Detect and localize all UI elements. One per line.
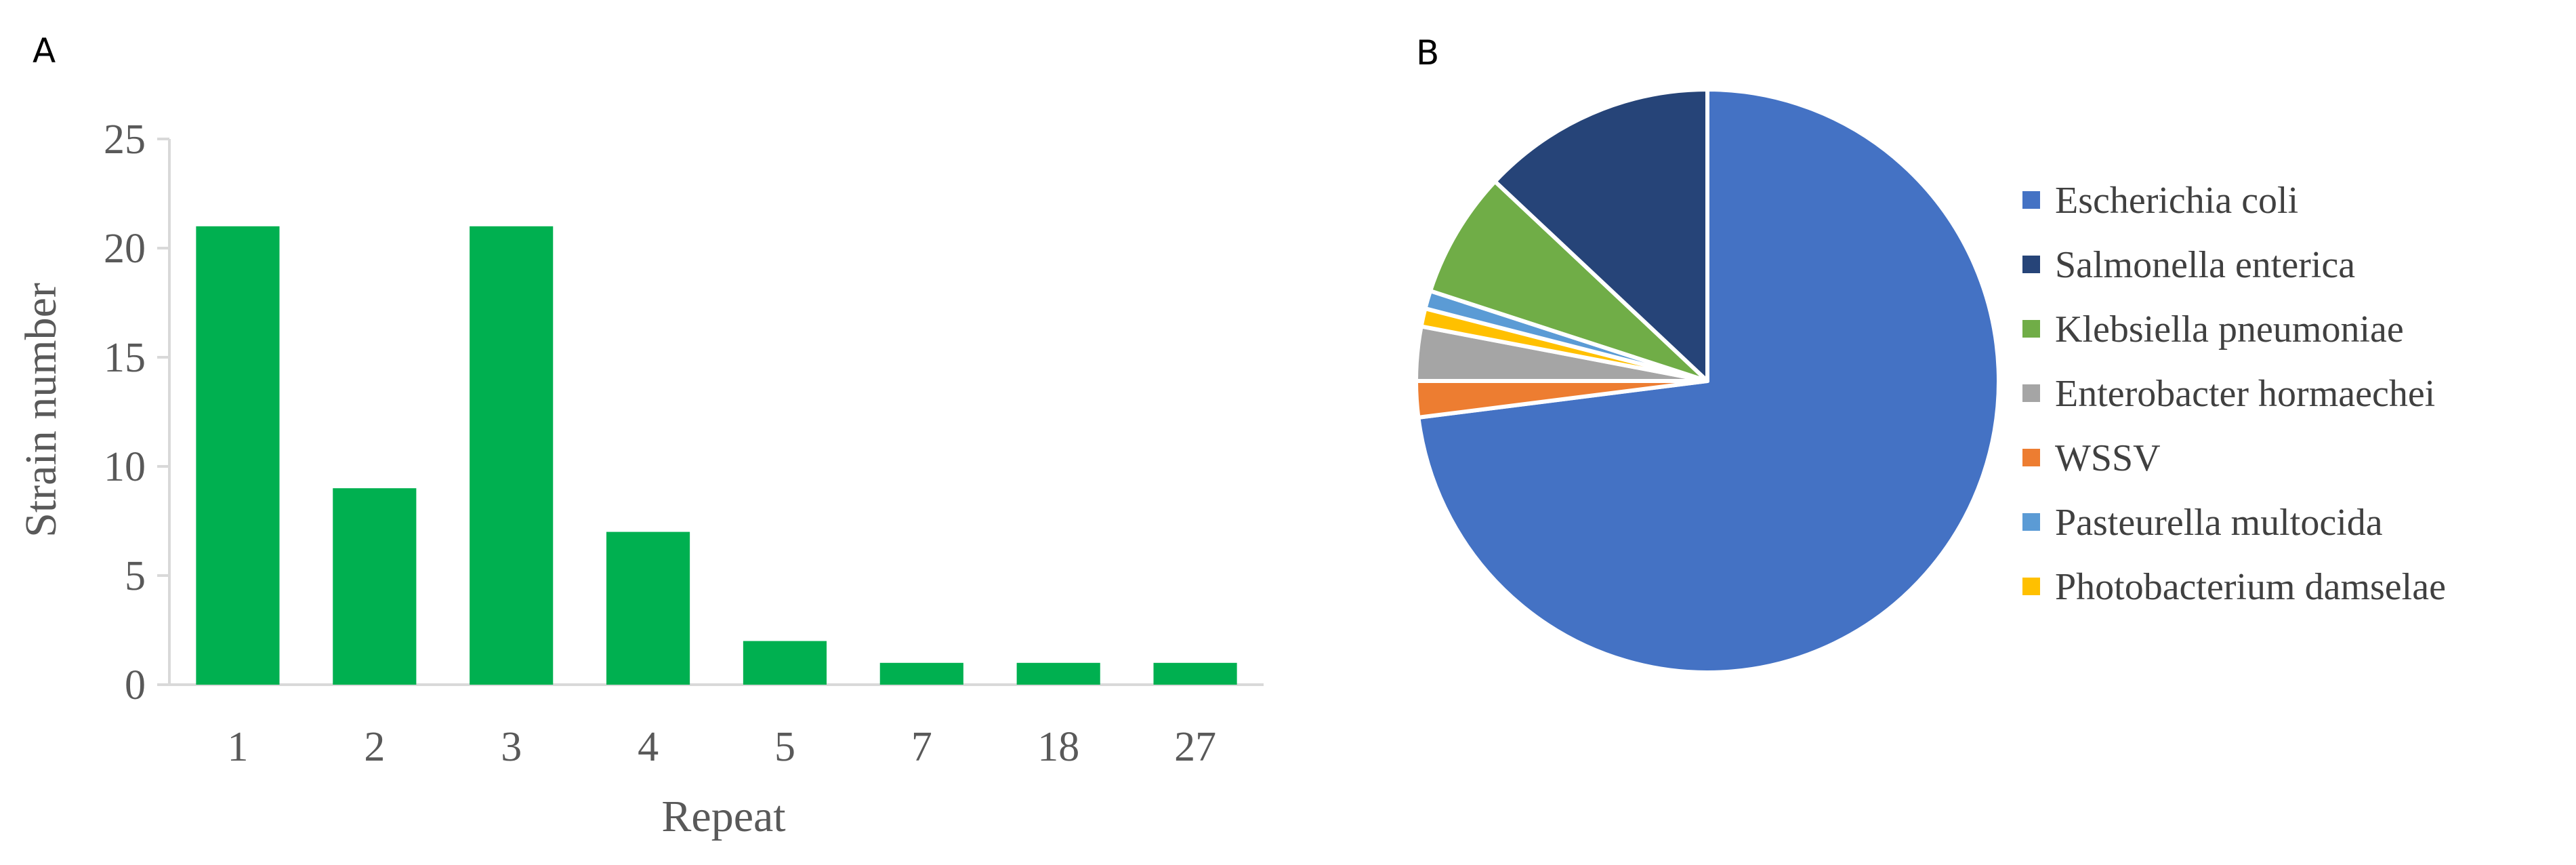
pie-chart-legend: Escherichia coli Salmonella enterica Klebs… <box>2022 180 2446 608</box>
x-tick-label: 27 <box>1174 724 1216 770</box>
panel-a-label: A <box>33 31 56 71</box>
bar <box>1153 662 1237 685</box>
x-tick-label: 18 <box>1037 724 1079 770</box>
legend-label: Escherichia coli <box>2055 180 2298 222</box>
bar-chart-x-ticks: 1 2 3 4 5 7 18 27 <box>227 724 1216 770</box>
legend-swatch <box>2022 449 2040 466</box>
legend-label: Enterobacter hormaechei <box>2055 373 2435 415</box>
y-tick-label: 0 <box>125 662 146 708</box>
legend-swatch <box>2022 320 2040 338</box>
x-tick-label: 2 <box>364 724 385 770</box>
legend-swatch <box>2022 513 2040 531</box>
bar <box>470 226 554 685</box>
panel-b-label: B <box>1416 33 1439 73</box>
bar <box>333 488 417 685</box>
x-tick-label: 1 <box>227 724 248 770</box>
legend-swatch <box>2022 191 2040 209</box>
y-tick-label: 10 <box>104 444 146 490</box>
bar <box>879 662 963 685</box>
x-tick-label: 5 <box>774 724 795 770</box>
x-tick-label: 3 <box>501 724 522 770</box>
bar-chart-panel: A 0 5 10 15 20 25 1 2 3 4 5 7 18 27 Repeat Strain nu… <box>16 31 1264 841</box>
bar <box>1016 662 1100 685</box>
pie-chart-slices <box>1414 87 2001 675</box>
y-tick-label: 15 <box>104 335 146 381</box>
x-axis-title: Repeat <box>661 792 785 841</box>
pie-chart-panel: B Escherichia coli Salmonella enterica Kle… <box>1414 33 2446 675</box>
legend-label: WSSV <box>2055 437 2161 479</box>
bar <box>606 531 690 685</box>
y-axis-title: Strain number <box>16 283 66 538</box>
bar <box>196 226 280 685</box>
legend-label: Klebsiella pneumoniae <box>2055 308 2404 350</box>
x-tick-label: 4 <box>638 724 659 770</box>
y-tick-label: 25 <box>104 117 146 163</box>
legend-label: Salmonella enterica <box>2055 244 2355 286</box>
legend-swatch <box>2022 256 2040 273</box>
pie-slice <box>1428 179 1709 383</box>
bar-chart-y-ticks: 0 5 10 15 20 25 <box>104 117 169 708</box>
y-tick-label: 5 <box>125 553 146 599</box>
pie-slice <box>1493 87 1709 383</box>
x-tick-label: 7 <box>911 724 932 770</box>
y-tick-label: 20 <box>104 226 146 272</box>
legend-swatch <box>2022 384 2040 402</box>
bar-chart-bars <box>196 226 1237 685</box>
legend-swatch <box>2022 578 2040 595</box>
legend-label: Pasteurella multocida <box>2055 502 2383 544</box>
legend-label: Photobacterium damselae <box>2055 566 2446 608</box>
bar <box>743 641 827 685</box>
